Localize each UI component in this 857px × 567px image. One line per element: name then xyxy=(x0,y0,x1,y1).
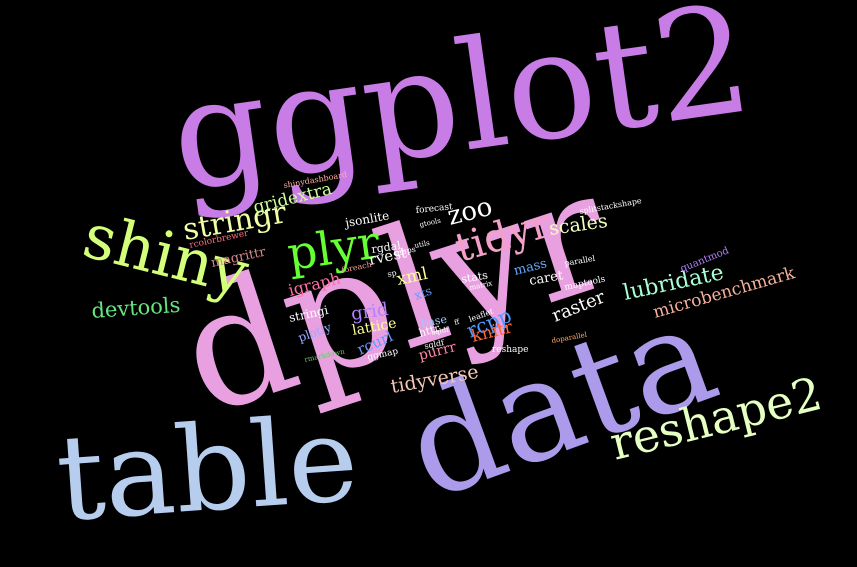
word-rgdal: rgdal xyxy=(371,239,402,256)
word-plyr: plyr xyxy=(284,215,383,281)
word-ff: ff xyxy=(453,318,461,327)
word-forecast: forecast xyxy=(415,202,453,216)
word-reshape: reshape xyxy=(492,345,529,355)
word-lattice: lattice xyxy=(351,315,398,339)
word-maps: maps xyxy=(394,245,417,258)
word-devtools: devtools xyxy=(91,293,181,323)
word-sqldf: sqldf xyxy=(424,338,446,351)
word-caret: caret xyxy=(528,268,565,289)
word-utils: utils xyxy=(414,239,431,250)
word-base: base xyxy=(420,313,448,330)
word-grid: grid xyxy=(350,299,390,325)
word-table: table xyxy=(52,389,362,548)
word-stats: stats xyxy=(460,268,489,285)
word-httr: httr xyxy=(417,321,442,340)
word-sqldf: sqldf xyxy=(431,325,451,337)
word-xts: xts xyxy=(412,284,433,303)
word-sp: sp xyxy=(387,268,398,279)
